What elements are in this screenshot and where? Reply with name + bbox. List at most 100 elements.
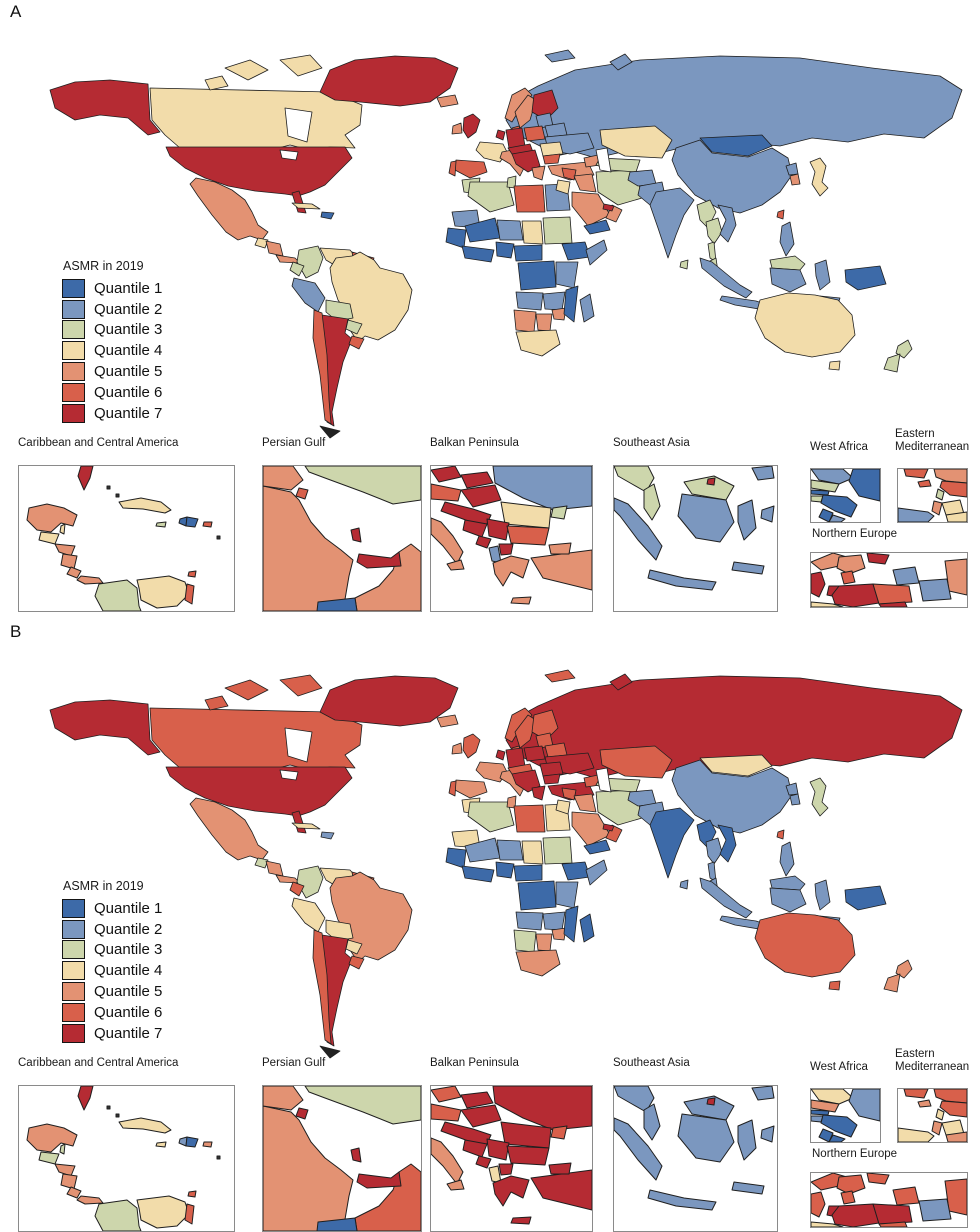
region-yemen — [583, 839, 611, 855]
region-costa_rica — [66, 566, 82, 579]
region-wafrica_coast — [461, 865, 495, 883]
legend-swatch-q5 — [62, 982, 85, 1002]
region-tasmania — [828, 360, 841, 371]
inset-title-se_asia: Southeast Asia — [613, 437, 690, 449]
region-egypt — [898, 1127, 935, 1142]
region-poland — [872, 1203, 913, 1225]
region-alaska — [49, 79, 161, 136]
region-greece — [492, 1175, 530, 1207]
region-puerto_rico — [202, 1141, 213, 1148]
region-i1 — [106, 1105, 111, 1110]
region-guatemala — [38, 1151, 60, 1165]
region-algeria — [467, 181, 515, 213]
region-slovakia — [460, 1091, 494, 1109]
region-trinidad — [187, 570, 197, 578]
region-yucatan — [26, 1123, 78, 1153]
legend-row: Quantile 6 — [62, 1002, 162, 1023]
region-halmahera — [760, 1125, 775, 1143]
region-montenegro — [475, 535, 492, 549]
region-portugal — [448, 160, 457, 177]
region-italy — [431, 1137, 464, 1185]
region-honduras_nic — [265, 860, 284, 877]
region-borneo_my — [683, 1095, 735, 1121]
inset-map-balkan — [430, 465, 593, 612]
region-novaya — [609, 673, 633, 691]
region-yemen — [316, 597, 358, 611]
region-jamaica — [155, 1141, 167, 1148]
region-borneo_my — [769, 255, 806, 271]
region-colombia — [296, 865, 324, 899]
region-turkey — [530, 549, 592, 591]
region-brazil — [329, 871, 413, 963]
region-oman — [354, 543, 421, 611]
region-malay — [643, 1103, 661, 1141]
region-sulawesi — [814, 259, 831, 291]
region-italy_heel — [446, 559, 465, 571]
region-namibia — [513, 309, 537, 333]
panel-label: B — [10, 622, 22, 641]
region-ireland — [451, 742, 463, 755]
region-denmark — [840, 570, 856, 585]
region-senegal — [811, 479, 840, 493]
region-niger — [496, 219, 524, 241]
region-bulgaria — [506, 1145, 550, 1166]
region-iran — [304, 1086, 421, 1125]
legend-row: Quantile 1 — [62, 898, 162, 919]
region-ethiopia — [561, 241, 591, 261]
region-norway — [504, 707, 533, 743]
legend-row: Quantile 7 — [62, 403, 162, 424]
inset-title-east_med: Eastern Mediterranean — [895, 1048, 970, 1073]
region-yemen — [316, 1217, 358, 1231]
legend-row: Quantile 2 — [62, 919, 162, 940]
region-finland — [531, 89, 559, 121]
region-japan — [809, 777, 829, 817]
region-macedonia — [498, 543, 514, 556]
legend-label: Quantile 4 — [94, 342, 163, 360]
region-japan — [809, 157, 829, 197]
region-kalimantan — [769, 267, 807, 293]
region-portugal — [448, 780, 457, 797]
region-taiwan — [776, 829, 785, 840]
region-i3 — [216, 535, 221, 540]
region-senegal_guinea — [445, 227, 467, 249]
region-uk — [462, 733, 481, 759]
legend-items: Quantile 1 Quantile 2 Quantile 3 Quantile 4… — [62, 898, 162, 1044]
region-novaya — [609, 53, 633, 71]
region-romania — [539, 141, 564, 157]
region-taiwan — [776, 209, 785, 220]
region-kalimantan — [677, 493, 735, 543]
region-kalimantan — [677, 1113, 735, 1163]
region-tierra — [319, 1045, 341, 1059]
inset-map-north_europe — [810, 1172, 968, 1228]
region-sulawesi — [814, 879, 831, 911]
region-vietnam — [717, 204, 737, 243]
region-greenland — [319, 55, 459, 107]
inset-title-persian_gulf: Persian Gulf — [262, 437, 326, 449]
region-somalia — [585, 239, 608, 266]
legend-row: Quantile 3 — [62, 940, 162, 961]
region-sweden — [836, 1174, 866, 1195]
region-guatemala — [38, 531, 60, 545]
region-dr — [185, 516, 199, 528]
region-colombia — [94, 1199, 142, 1231]
legend-label: Quantile 7 — [94, 1024, 163, 1042]
region-chad — [521, 220, 544, 245]
region-i2 — [115, 493, 120, 498]
region-wafrica_coast — [461, 245, 495, 263]
region-sri_lanka — [679, 879, 689, 890]
region-south_africa — [515, 329, 561, 357]
region-mozambique — [563, 285, 579, 323]
region-uae_qatar — [602, 823, 615, 832]
region-france — [475, 761, 508, 783]
region-caspian — [595, 147, 612, 173]
region-czech — [878, 601, 908, 607]
region-guyana — [184, 1203, 195, 1225]
legend-swatch-q4 — [62, 341, 85, 361]
panel-a: A ASMR in 2019 Quantile 1 Quantile 2 Quant… — [0, 0, 980, 612]
region-sumatra — [699, 877, 753, 919]
region-benelux — [495, 129, 506, 141]
panel-b: B ASMR in 2019 Quantile 1 Quantile 2 Quant… — [0, 620, 980, 1232]
region-turkey_e — [933, 469, 967, 484]
region-vietnam — [717, 824, 737, 863]
